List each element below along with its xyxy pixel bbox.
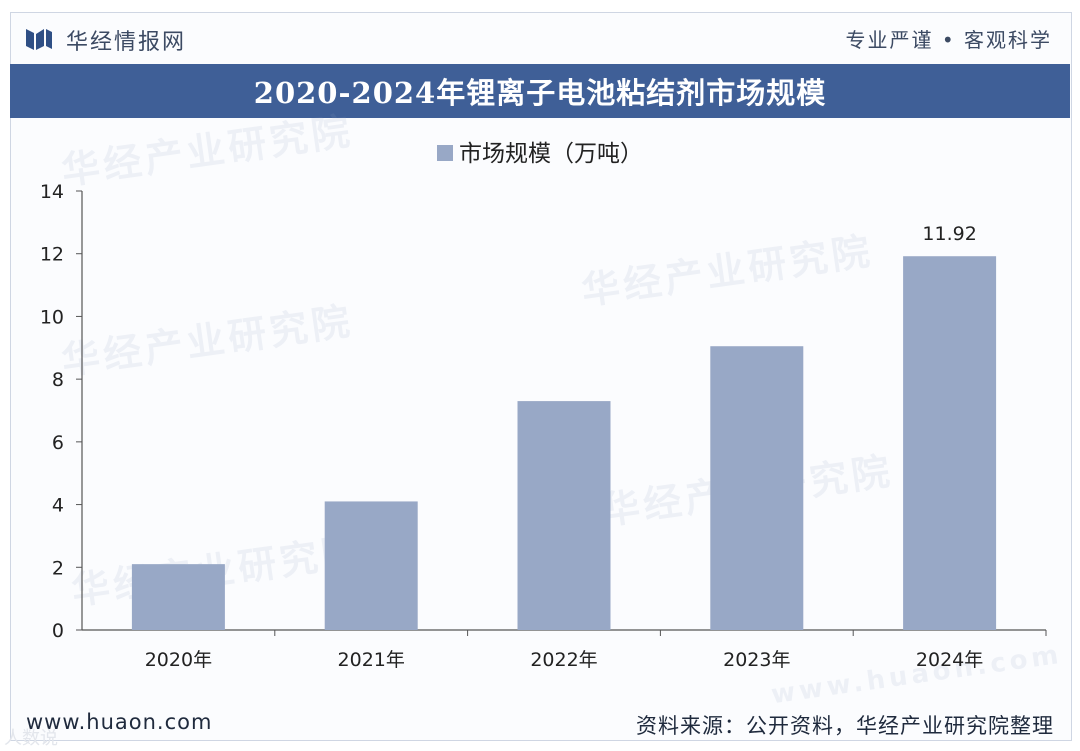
title-banner: 2020-2024年锂离子电池粘结剂市场规模: [10, 64, 1070, 118]
y-tick-label: 10: [40, 306, 64, 328]
huajing-logo-icon: [26, 29, 52, 50]
footer-source: 资料来源：公开资料，华经产业研究院整理: [636, 714, 1054, 738]
corner-watermark: 人数说: [4, 728, 58, 749]
x-tick-label: 2022年: [530, 649, 597, 671]
chart-title: 2020-2024年锂离子电池粘结剂市场规模: [253, 76, 827, 110]
bar-2021年: [324, 501, 418, 630]
bar-2023年: [710, 346, 804, 630]
x-tick-label: 2021年: [338, 649, 405, 671]
brand-name: 华经情报网: [66, 30, 187, 55]
y-tick-label: 0: [52, 620, 64, 642]
y-tick-label: 12: [40, 244, 64, 266]
chart-legend: 市场规模（万吨）: [0, 134, 1080, 168]
bar-2020年: [131, 564, 225, 630]
x-tick-label: 2024年: [916, 649, 983, 671]
x-tick-label: 2020年: [145, 649, 212, 671]
x-tick-label: 2023年: [723, 649, 790, 671]
slogan: 专业严谨 • 客观科学: [845, 28, 1052, 52]
y-tick-label: 4: [52, 495, 64, 517]
data-label: 11.92: [922, 223, 976, 245]
y-tick-label: 6: [52, 432, 64, 454]
legend-label: 市场规模（万吨）: [459, 141, 643, 167]
y-tick-label: 8: [52, 369, 64, 391]
footer-url: www.huaon.com: [26, 710, 213, 734]
bar-2024年: [903, 256, 997, 630]
bar-2022年: [517, 401, 611, 630]
legend-swatch: [437, 144, 453, 161]
y-tick-label: 14: [40, 181, 64, 203]
y-tick-label: 2: [52, 557, 64, 579]
